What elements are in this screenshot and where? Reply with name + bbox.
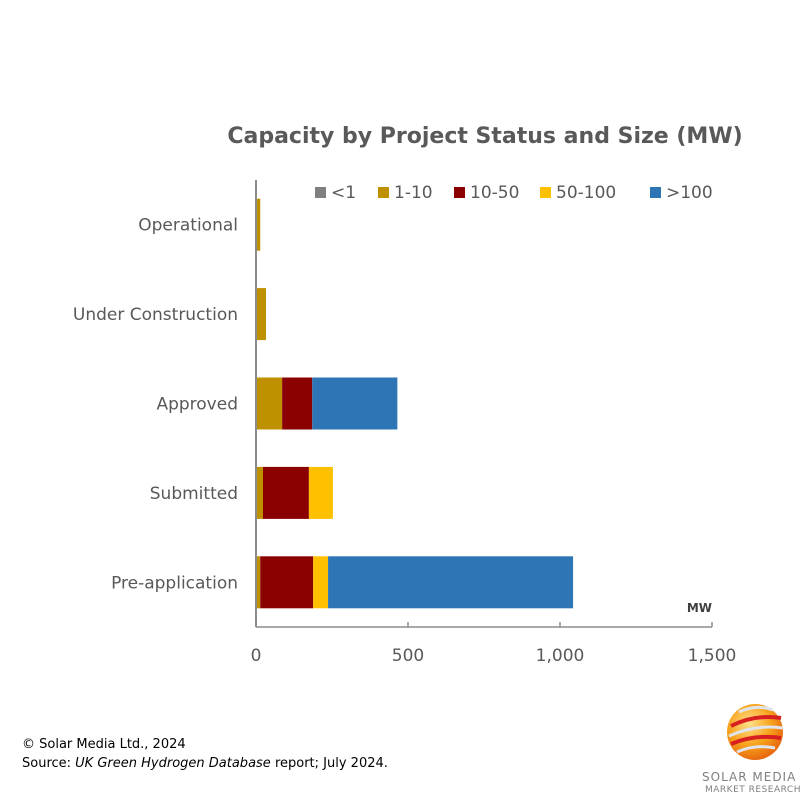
bar-segment-submitted-3	[308, 466, 333, 519]
category-label: Pre-application	[111, 573, 238, 593]
bar-segment-pre-application-3	[313, 556, 329, 609]
x-tick-label: 1,000	[536, 646, 585, 666]
legend-label: 50-100	[556, 183, 616, 203]
logo-text-line2: MARKET RESEARCH	[705, 785, 800, 795]
legend-label: <1	[331, 183, 356, 203]
source-text: Source: UK Green Hydrogen Database repor…	[22, 754, 388, 773]
logo-text-line1: SOLAR MEDIA	[702, 770, 797, 784]
legend: <1 1-10 10-50 50-100 >100	[315, 183, 713, 203]
legend-label: >100	[666, 183, 713, 203]
bar-segment-submitted-2	[262, 466, 309, 519]
solar-media-logo	[710, 696, 800, 770]
bar-segment-approved-4	[312, 377, 398, 430]
chart-title: Capacity by Project Status and Size (MW)	[227, 124, 742, 149]
category-label: Operational	[138, 216, 238, 236]
bar-segment-pre-application-4	[328, 556, 574, 609]
bar-segment-pre-application-1	[256, 556, 261, 609]
source-suffix: report; July 2024.	[270, 756, 388, 771]
source-prefix: Source:	[22, 756, 76, 771]
globe-logo-icon	[727, 704, 784, 760]
legend-swatch	[454, 187, 465, 198]
bar-segment-under-construction-1	[256, 288, 267, 341]
x-tick-label: 500	[392, 646, 424, 666]
legend-swatch	[315, 187, 326, 198]
footer: © Solar Media Ltd., 2024 Source: UK Gree…	[22, 735, 388, 773]
category-label: Approved	[156, 395, 238, 415]
bars	[256, 198, 574, 609]
legend-swatch	[540, 187, 551, 198]
x-tick-label: 1,500	[688, 646, 737, 666]
bar-segment-approved-1	[256, 377, 283, 430]
x-axis-unit-label: MW	[687, 601, 712, 615]
category-label: Under Construction	[73, 305, 238, 325]
legend-swatch	[650, 187, 661, 198]
source-title: UK Green Hydrogen Database	[75, 756, 271, 771]
bar-segment-pre-application-2	[260, 556, 314, 609]
bar-segment-operational-1	[256, 198, 261, 251]
category-labels: Operational Under Construction Approved Sub…	[73, 216, 238, 594]
bar-segment-approved-2	[282, 377, 313, 430]
category-label: Submitted	[150, 484, 238, 504]
legend-swatch	[378, 187, 389, 198]
bar-segment-submitted-1	[256, 466, 263, 519]
x-axis: 0 500 1,000 1,500	[251, 180, 737, 666]
legend-label: 1-10	[394, 183, 433, 203]
copyright-text: © Solar Media Ltd., 2024	[22, 737, 186, 752]
x-tick-label: 0	[251, 646, 262, 666]
legend-label: 10-50	[470, 183, 519, 203]
